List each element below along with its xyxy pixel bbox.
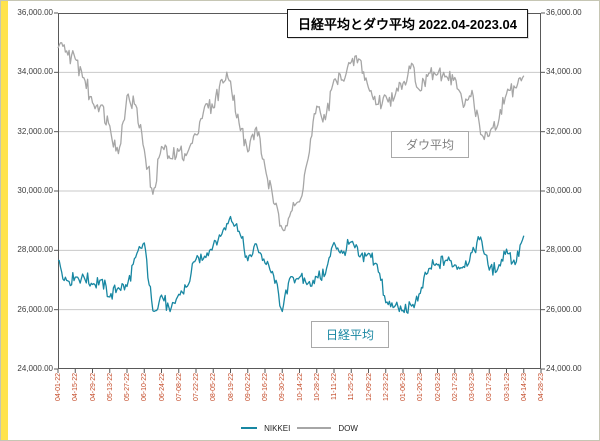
x-axis-label: 02-17-23	[451, 373, 459, 402]
x-axis-label: 05-27-22	[124, 373, 131, 402]
x-axis-label: 10-28-22	[313, 373, 321, 402]
left-yellow-strip	[1, 1, 8, 440]
x-axis-label: 04-01-22	[55, 373, 62, 402]
chart-canvas	[8, 1, 599, 440]
y-axis-label-right: 24,000.00	[546, 364, 582, 373]
x-axis-label: 09-02-22	[244, 373, 252, 402]
x-axis-label: 12-23-22	[382, 373, 390, 402]
y-axis-label-right: 36,000.00	[546, 8, 582, 17]
nikkei-legend-line	[241, 427, 258, 429]
x-axis-label: 03-03-23	[469, 373, 476, 402]
y-axis-label-left: 36,000.00	[17, 8, 53, 17]
x-axis-label: 06-10-22	[141, 373, 149, 402]
y-axis-label-left: 30,000.00	[17, 186, 53, 195]
y-axis-label-left: 34,000.00	[17, 67, 53, 77]
y-axis-label-right: 26,000.00	[546, 304, 582, 314]
dow-series-label: ダウ平均	[391, 131, 470, 158]
x-axis-label: 05-13-22	[106, 373, 114, 402]
nikkei-line	[57, 215, 525, 314]
x-axis-label: 04-14-23	[520, 373, 528, 402]
legend: NIKKEI DOW	[58, 422, 541, 434]
x-axis-label: 11-25-22	[348, 373, 356, 401]
x-axis-label: 04-15-22	[72, 373, 80, 402]
y-axis-label-right: 30,000.00	[546, 186, 582, 195]
legend-nikkei-label: NIKKEI	[264, 423, 291, 433]
x-axis-label: 08-05-22	[210, 373, 218, 402]
x-axis-label: 09-30-22	[279, 373, 287, 402]
y-axis-label-right: 34,000.00	[546, 67, 582, 77]
x-axis-label: 03-31-23	[503, 373, 511, 402]
y-axis-label-right: 28,000.00	[546, 245, 582, 255]
x-axis-label: 03-17-23	[486, 373, 494, 402]
dow-legend-line	[297, 427, 332, 429]
chart-title-box: 日経平均とダウ平均 2022.04-2023.04	[287, 9, 528, 38]
x-axis-label: 12-09-22	[365, 373, 373, 402]
y-axis-label-left: 26,000.00	[17, 304, 53, 314]
y-axis-label-left: 28,000.00	[17, 245, 53, 255]
x-axis-label: 01-20-23	[417, 373, 425, 402]
x-axis-label: 01-06-23	[400, 373, 407, 402]
x-axis-label: 04-29-22	[89, 373, 97, 402]
x-axis-label: 09-16-22	[262, 373, 269, 402]
chart-title: 日経平均とダウ平均 2022.04-2023.04	[298, 17, 517, 32]
dow-line	[57, 42, 525, 232]
y-axis-label-left: 24,000.00	[17, 364, 53, 373]
nikkei-series-label: 日経平均	[311, 321, 390, 348]
x-axis-label: 07-08-22	[175, 373, 183, 402]
x-axis-label: 11-11-22	[331, 373, 338, 400]
legend-dow-label: DOW	[338, 423, 358, 433]
x-axis-label: 02-03-23	[434, 373, 442, 402]
x-axis-label: 06-24-22	[158, 373, 166, 402]
x-axis-label: 08-19-22	[227, 373, 235, 402]
y-axis-label-right: 32,000.00	[546, 126, 582, 136]
y-axis-label-left: 32,000.00	[17, 126, 53, 136]
x-axis-label: 04-28-23	[538, 373, 545, 402]
x-axis-label: 07-22-22	[193, 373, 200, 402]
x-axis-label: 10-14-22	[296, 373, 304, 402]
